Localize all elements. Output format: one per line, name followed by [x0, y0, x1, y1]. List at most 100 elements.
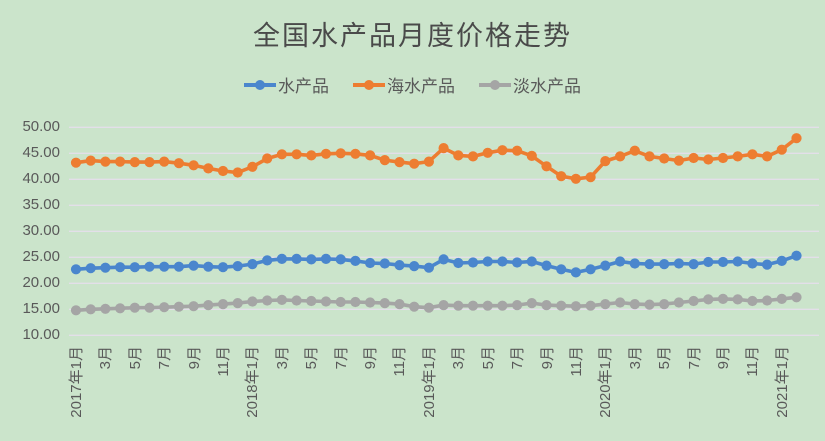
data-point	[129, 157, 140, 168]
data-point	[129, 262, 140, 273]
y-axis-tick-label: 50.00	[22, 118, 60, 136]
y-axis-tick-label: 25.00	[22, 248, 60, 266]
data-point	[497, 145, 508, 156]
data-point	[482, 147, 493, 158]
data-point	[85, 263, 96, 274]
legend-label: 海水产品	[387, 77, 455, 97]
data-point	[423, 262, 434, 273]
data-point	[762, 259, 773, 270]
data-point	[365, 257, 376, 269]
data-point	[247, 259, 258, 270]
data-point	[511, 145, 523, 156]
data-point	[615, 151, 626, 162]
data-point	[629, 299, 640, 310]
x-axis-tick-label: 5月	[656, 346, 674, 370]
x-axis-tick-label: 2020年1月	[597, 346, 615, 418]
data-point	[247, 161, 258, 172]
data-point	[115, 303, 126, 314]
x-axis-tick-label: 7月	[509, 346, 527, 370]
data-point	[129, 302, 140, 313]
data-point	[350, 255, 361, 266]
data-point	[232, 261, 243, 272]
data-point	[570, 267, 582, 278]
data-point	[217, 165, 229, 177]
data-point	[629, 258, 640, 269]
data-point	[159, 156, 170, 167]
data-point	[100, 303, 111, 314]
data-point	[262, 153, 273, 164]
data-point	[673, 155, 685, 166]
legend-item-1: 水产品	[244, 72, 329, 97]
legend-marker-icon	[479, 79, 511, 91]
y-axis-tick-label: 20.00	[22, 274, 60, 292]
data-point	[335, 148, 346, 159]
x-axis-tick-label: 2017年1月	[68, 346, 85, 418]
data-point	[100, 262, 111, 273]
data-point	[379, 155, 390, 166]
x-axis-tick-label: 11月	[744, 346, 762, 377]
data-point	[541, 260, 552, 271]
x-axis-tick-label: 5月	[126, 346, 144, 370]
data-point	[70, 264, 82, 275]
data-point	[173, 301, 184, 312]
data-point	[673, 297, 685, 308]
data-point	[644, 299, 655, 310]
data-point	[570, 301, 582, 312]
data-point	[717, 256, 729, 268]
data-point	[173, 158, 184, 169]
legend-label: 淡水产品	[513, 77, 581, 97]
data-point	[659, 299, 670, 310]
data-point	[482, 256, 493, 267]
data-point	[556, 264, 567, 275]
data-point	[438, 300, 449, 311]
data-point	[688, 295, 699, 307]
data-point	[511, 257, 523, 268]
data-point	[394, 260, 405, 271]
data-point	[703, 256, 714, 268]
data-point	[276, 149, 287, 160]
data-point	[144, 261, 155, 272]
data-point	[232, 167, 243, 178]
data-point	[776, 293, 787, 304]
data-point	[276, 294, 287, 305]
data-point	[409, 301, 420, 312]
legend-item-3: 淡水产品	[479, 72, 581, 97]
data-point	[644, 151, 655, 162]
data-point	[306, 254, 317, 265]
legend-marker-icon	[353, 79, 385, 91]
chart-title: 全国水产品月度价格走势	[253, 21, 572, 52]
data-point	[85, 155, 96, 166]
data-point	[188, 160, 199, 171]
data-point	[276, 253, 287, 264]
data-point	[644, 259, 655, 270]
y-axis-tick-label: 10.00	[22, 326, 60, 344]
data-point	[409, 261, 420, 272]
x-axis-tick-label: 9月	[185, 346, 203, 370]
data-point	[659, 153, 670, 164]
data-point	[438, 254, 449, 265]
data-point	[291, 295, 302, 306]
x-axis-tick-label: 5月	[303, 346, 321, 370]
data-point	[247, 296, 258, 307]
data-point	[791, 250, 802, 261]
data-point	[526, 150, 537, 161]
data-point	[791, 133, 802, 144]
data-point	[100, 156, 111, 167]
x-axis-tick-label: 2018年1月	[244, 346, 262, 418]
data-point	[453, 257, 464, 269]
data-point	[320, 148, 332, 159]
legend-item-2: 海水产品	[353, 72, 455, 97]
y-axis-tick-label: 45.00	[22, 144, 60, 162]
series-line-水产品	[75, 254, 798, 275]
x-axis-tick-label: 5月	[479, 346, 497, 370]
legend-label: 水产品	[278, 77, 329, 97]
data-point	[703, 154, 714, 165]
data-point	[467, 300, 479, 311]
data-point	[320, 296, 332, 307]
x-axis-tick-label: 3月	[273, 346, 291, 370]
data-point	[615, 297, 626, 308]
data-point	[717, 293, 729, 304]
x-axis-tick-label: 7月	[685, 346, 703, 370]
data-point	[511, 300, 523, 311]
data-point	[776, 144, 787, 155]
